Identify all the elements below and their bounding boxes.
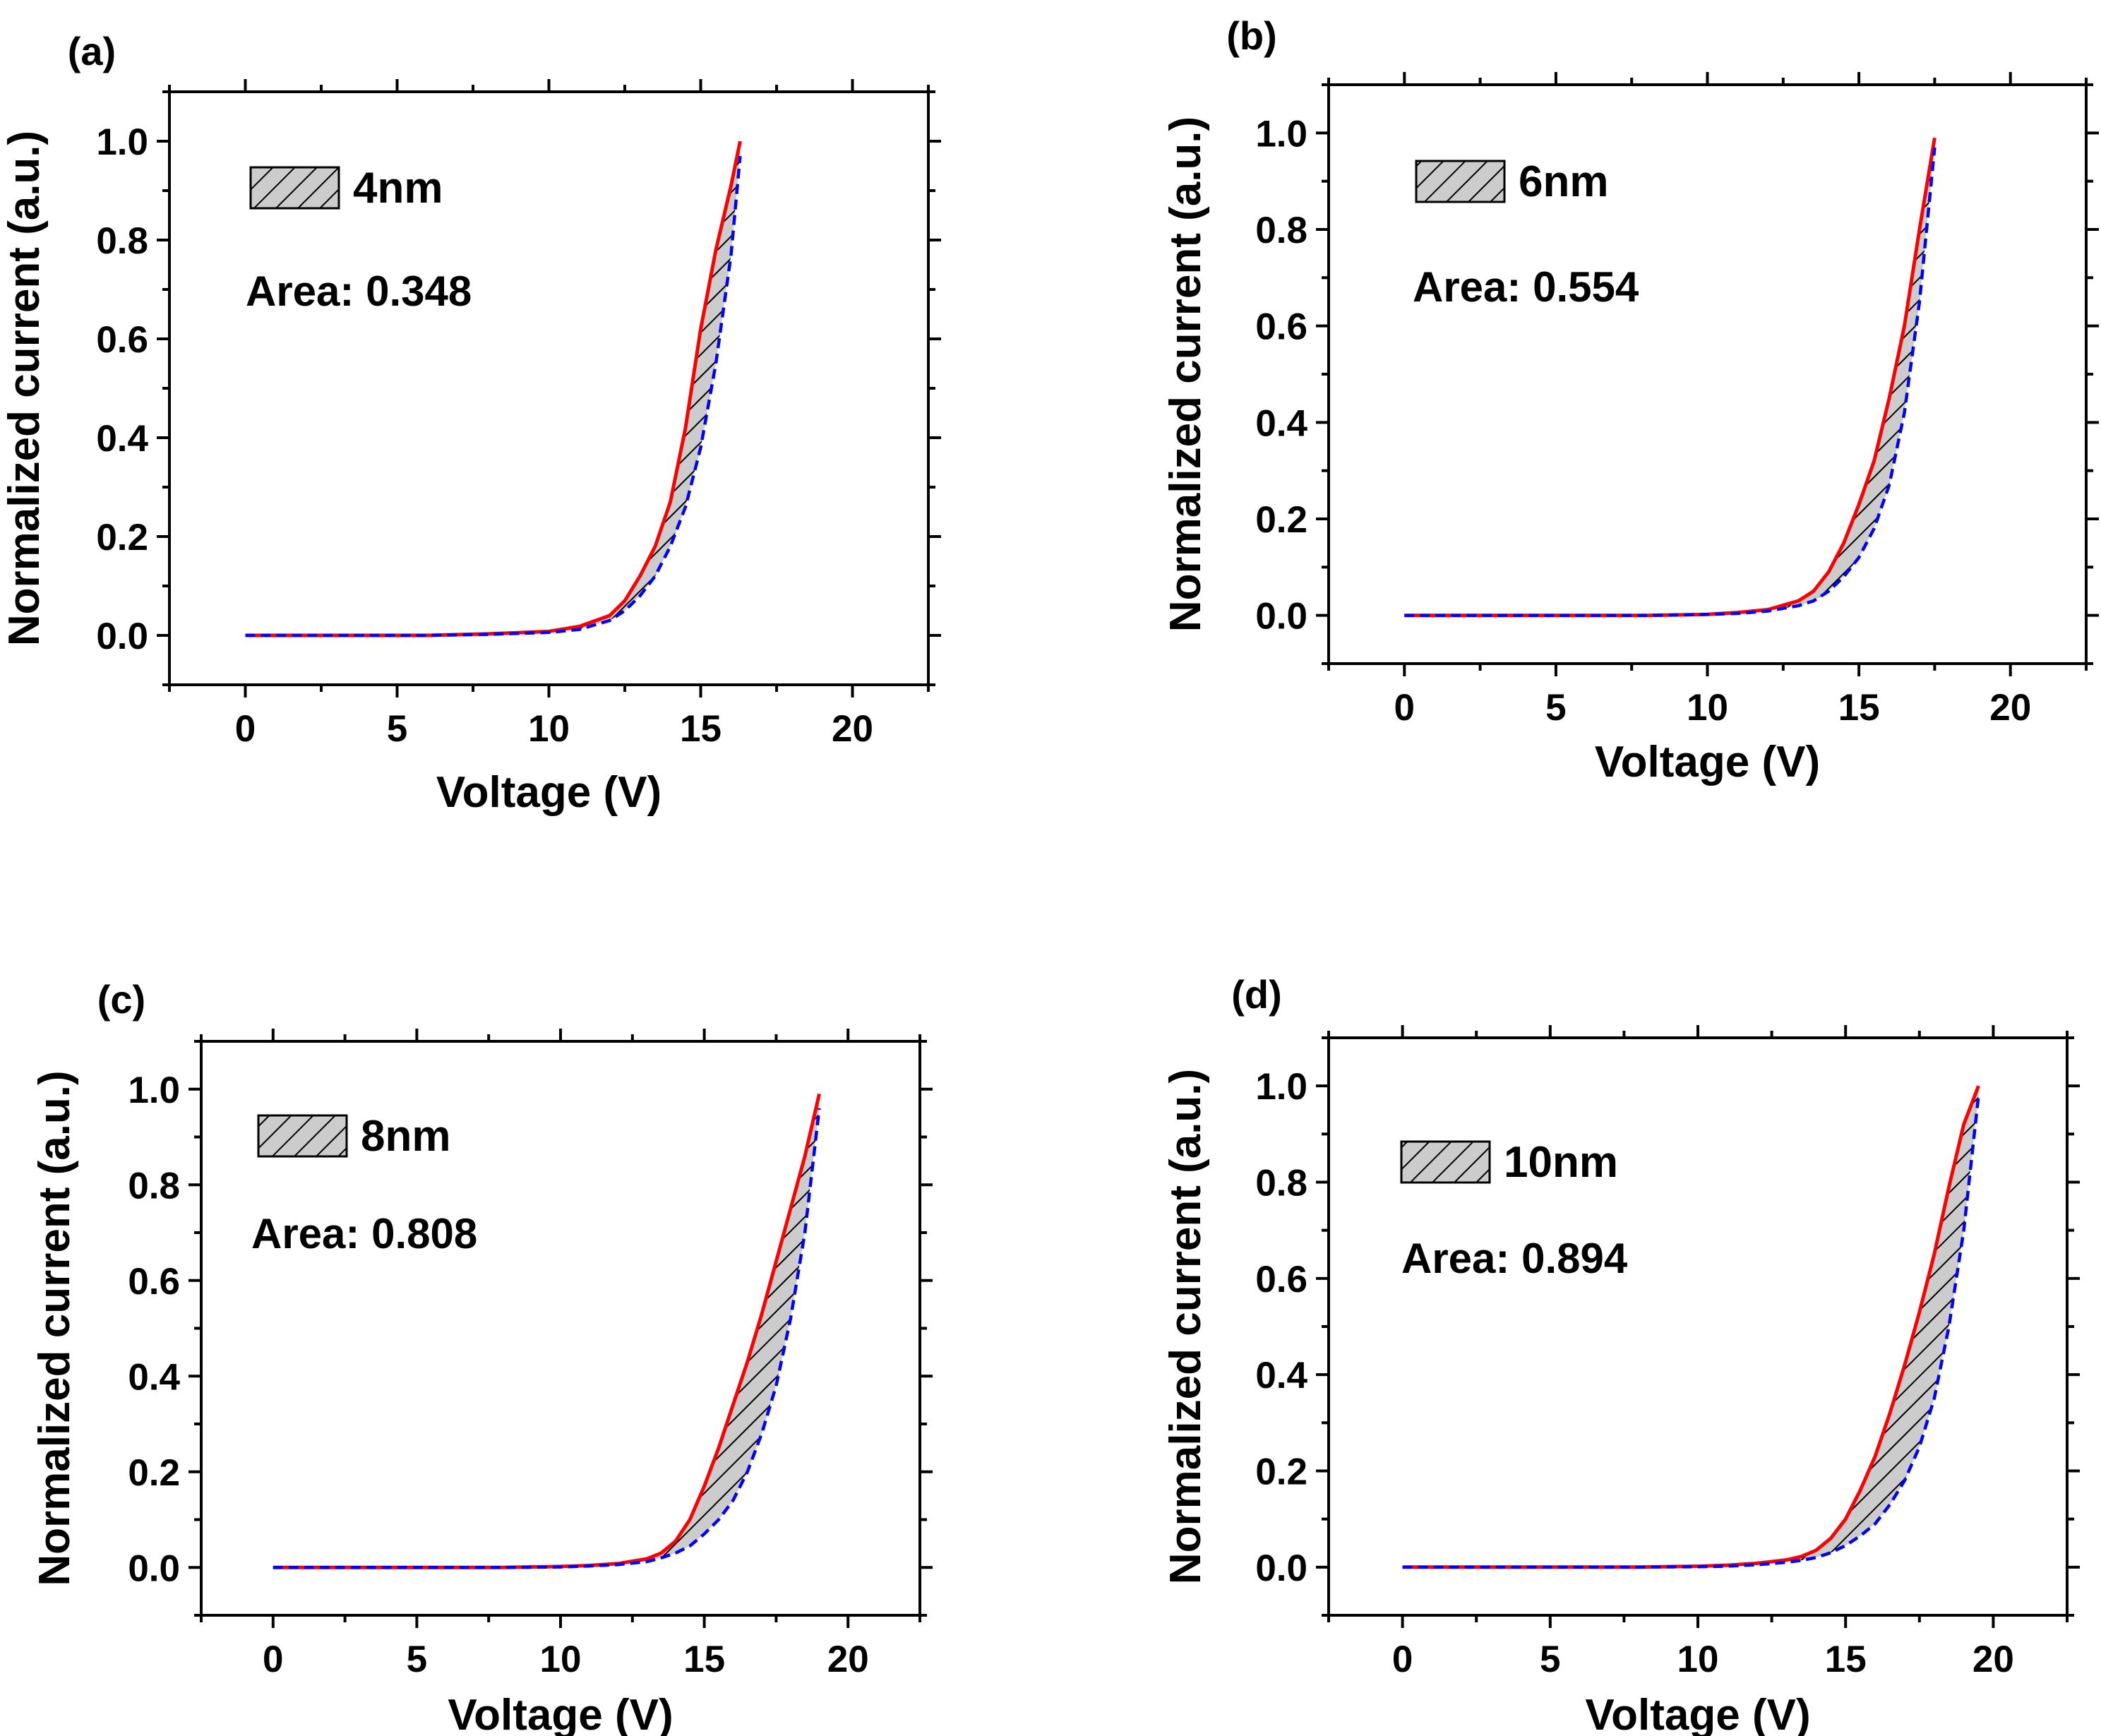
x-tick-label: 10 xyxy=(1677,1639,1719,1680)
y-tick-label: 1.0 xyxy=(1255,1066,1307,1108)
legend-label: 8nm xyxy=(361,1112,450,1161)
hysteresis-area xyxy=(1404,138,1935,616)
series-reverse xyxy=(273,1108,821,1569)
series-reverse xyxy=(1402,1095,1980,1569)
series-reverse xyxy=(245,155,742,637)
y-tick-label: 0.2 xyxy=(1255,1451,1307,1493)
x-tick-label: 15 xyxy=(1838,687,1880,729)
y-tick-label: 0.2 xyxy=(128,1452,180,1494)
y-tick-label: 0.4 xyxy=(128,1356,180,1398)
y-axis-title: Normalized current (a.u.) xyxy=(0,131,49,646)
y-tick-label: 0.4 xyxy=(96,418,148,460)
chart-panel-1: 0 5 10 15 20 0.0 0.2 0.4 0.6 0.8 1.0 Voltage (V) Nor… xyxy=(0,29,941,817)
x-tick-label: 5 xyxy=(387,708,407,750)
x-axis-title: Voltage (V) xyxy=(436,768,662,817)
y-axis-title: Normalized current (a.u.) xyxy=(1161,116,1210,632)
y-axis-title: Normalized current (a.u.) xyxy=(1161,1069,1210,1584)
hysteresis-area xyxy=(245,141,741,635)
chart-panel-3: 0 5 10 15 20 0.0 0.2 0.4 0.6 0.8 1.0 Voltage (V) Nor… xyxy=(30,977,933,1736)
x-tick-label: 20 xyxy=(1989,687,2031,729)
x-tick-label: 20 xyxy=(827,1639,869,1680)
y-tick-label: 0.6 xyxy=(1255,306,1307,348)
y-axis-title: Normalized current (a.u.) xyxy=(30,1070,79,1586)
series-forward xyxy=(245,140,742,637)
x-tick-label: 0 xyxy=(235,708,256,750)
x-axis-title: Voltage (V) xyxy=(1585,1691,1810,1736)
y-tick-label: 0.8 xyxy=(1255,210,1307,251)
legend-label: 6nm xyxy=(1519,157,1608,206)
legend-swatch xyxy=(249,166,340,210)
y-tick-label: 0.0 xyxy=(128,1548,180,1589)
y-tick-label: 0.4 xyxy=(1255,1355,1307,1396)
y-tick-label: 1.0 xyxy=(96,121,148,163)
y-tick-label: 0.6 xyxy=(128,1261,180,1303)
x-tick-label: 10 xyxy=(540,1639,582,1680)
y-tick-label: 1.0 xyxy=(128,1070,180,1111)
x-axis-title: Voltage (V) xyxy=(448,1691,673,1736)
panel-label: (c) xyxy=(97,977,145,1022)
y-tick-label: 0.0 xyxy=(1255,596,1307,637)
y-tick-label: 0.0 xyxy=(1255,1548,1307,1589)
x-tick-label: 10 xyxy=(1687,687,1728,729)
area-annotation: Area: 0.554 xyxy=(1413,263,1639,311)
x-tick-label: 15 xyxy=(1825,1639,1867,1680)
y-tick-label: 1.0 xyxy=(1255,113,1307,155)
legend-swatch xyxy=(257,1114,348,1158)
y-tick-label: 0.8 xyxy=(128,1165,180,1207)
x-tick-label: 5 xyxy=(1545,687,1566,729)
y-tick-label: 0.6 xyxy=(1255,1259,1307,1300)
panel-label: (d) xyxy=(1231,972,1282,1017)
x-axis-title: Voltage (V) xyxy=(1595,738,1820,786)
chart-panel-2: 0 5 10 15 20 0.0 0.2 0.4 0.6 0.8 1.0 Voltage (V) Nor… xyxy=(1161,13,2099,786)
y-tick-label: 0.8 xyxy=(96,220,148,262)
chart-panel-4: 0 5 10 15 20 0.0 0.2 0.4 0.6 0.8 1.0 Voltage (V) Nor… xyxy=(1161,972,2080,1736)
legend-swatch xyxy=(1415,160,1506,203)
y-tick-label: 0.4 xyxy=(1255,402,1307,444)
area-annotation: Area: 0.894 xyxy=(1401,1235,1628,1282)
plot-frame xyxy=(1327,1036,2069,1617)
y-tick-label: 0.0 xyxy=(96,616,148,657)
x-tick-label: 5 xyxy=(1540,1639,1560,1680)
x-tick-label: 10 xyxy=(528,708,570,750)
x-tick-label: 20 xyxy=(832,708,873,750)
x-tick-label: 0 xyxy=(1394,687,1415,729)
y-tick-label: 0.6 xyxy=(96,319,148,361)
y-tick-label: 0.2 xyxy=(96,517,148,558)
legend-label: 4nm xyxy=(353,164,443,212)
area-annotation: Area: 0.348 xyxy=(246,268,472,315)
y-tick-label: 0.8 xyxy=(1255,1163,1307,1204)
area-annotation: Area: 0.808 xyxy=(251,1210,477,1257)
x-tick-label: 0 xyxy=(263,1639,283,1680)
legend-label: 10nm xyxy=(1504,1138,1618,1187)
x-tick-label: 20 xyxy=(1973,1639,2014,1680)
series-reverse xyxy=(1404,147,1937,617)
panel-label: (b) xyxy=(1226,13,1277,58)
x-tick-label: 0 xyxy=(1392,1639,1413,1680)
x-tick-label: 5 xyxy=(407,1639,427,1680)
x-tick-label: 15 xyxy=(683,1639,725,1680)
panel-label: (a) xyxy=(68,29,116,73)
legend-swatch xyxy=(1400,1140,1491,1184)
series-forward xyxy=(273,1093,821,1569)
hysteresis-area xyxy=(273,1094,820,1568)
y-tick-label: 0.2 xyxy=(1255,499,1307,541)
x-tick-label: 15 xyxy=(680,708,722,750)
